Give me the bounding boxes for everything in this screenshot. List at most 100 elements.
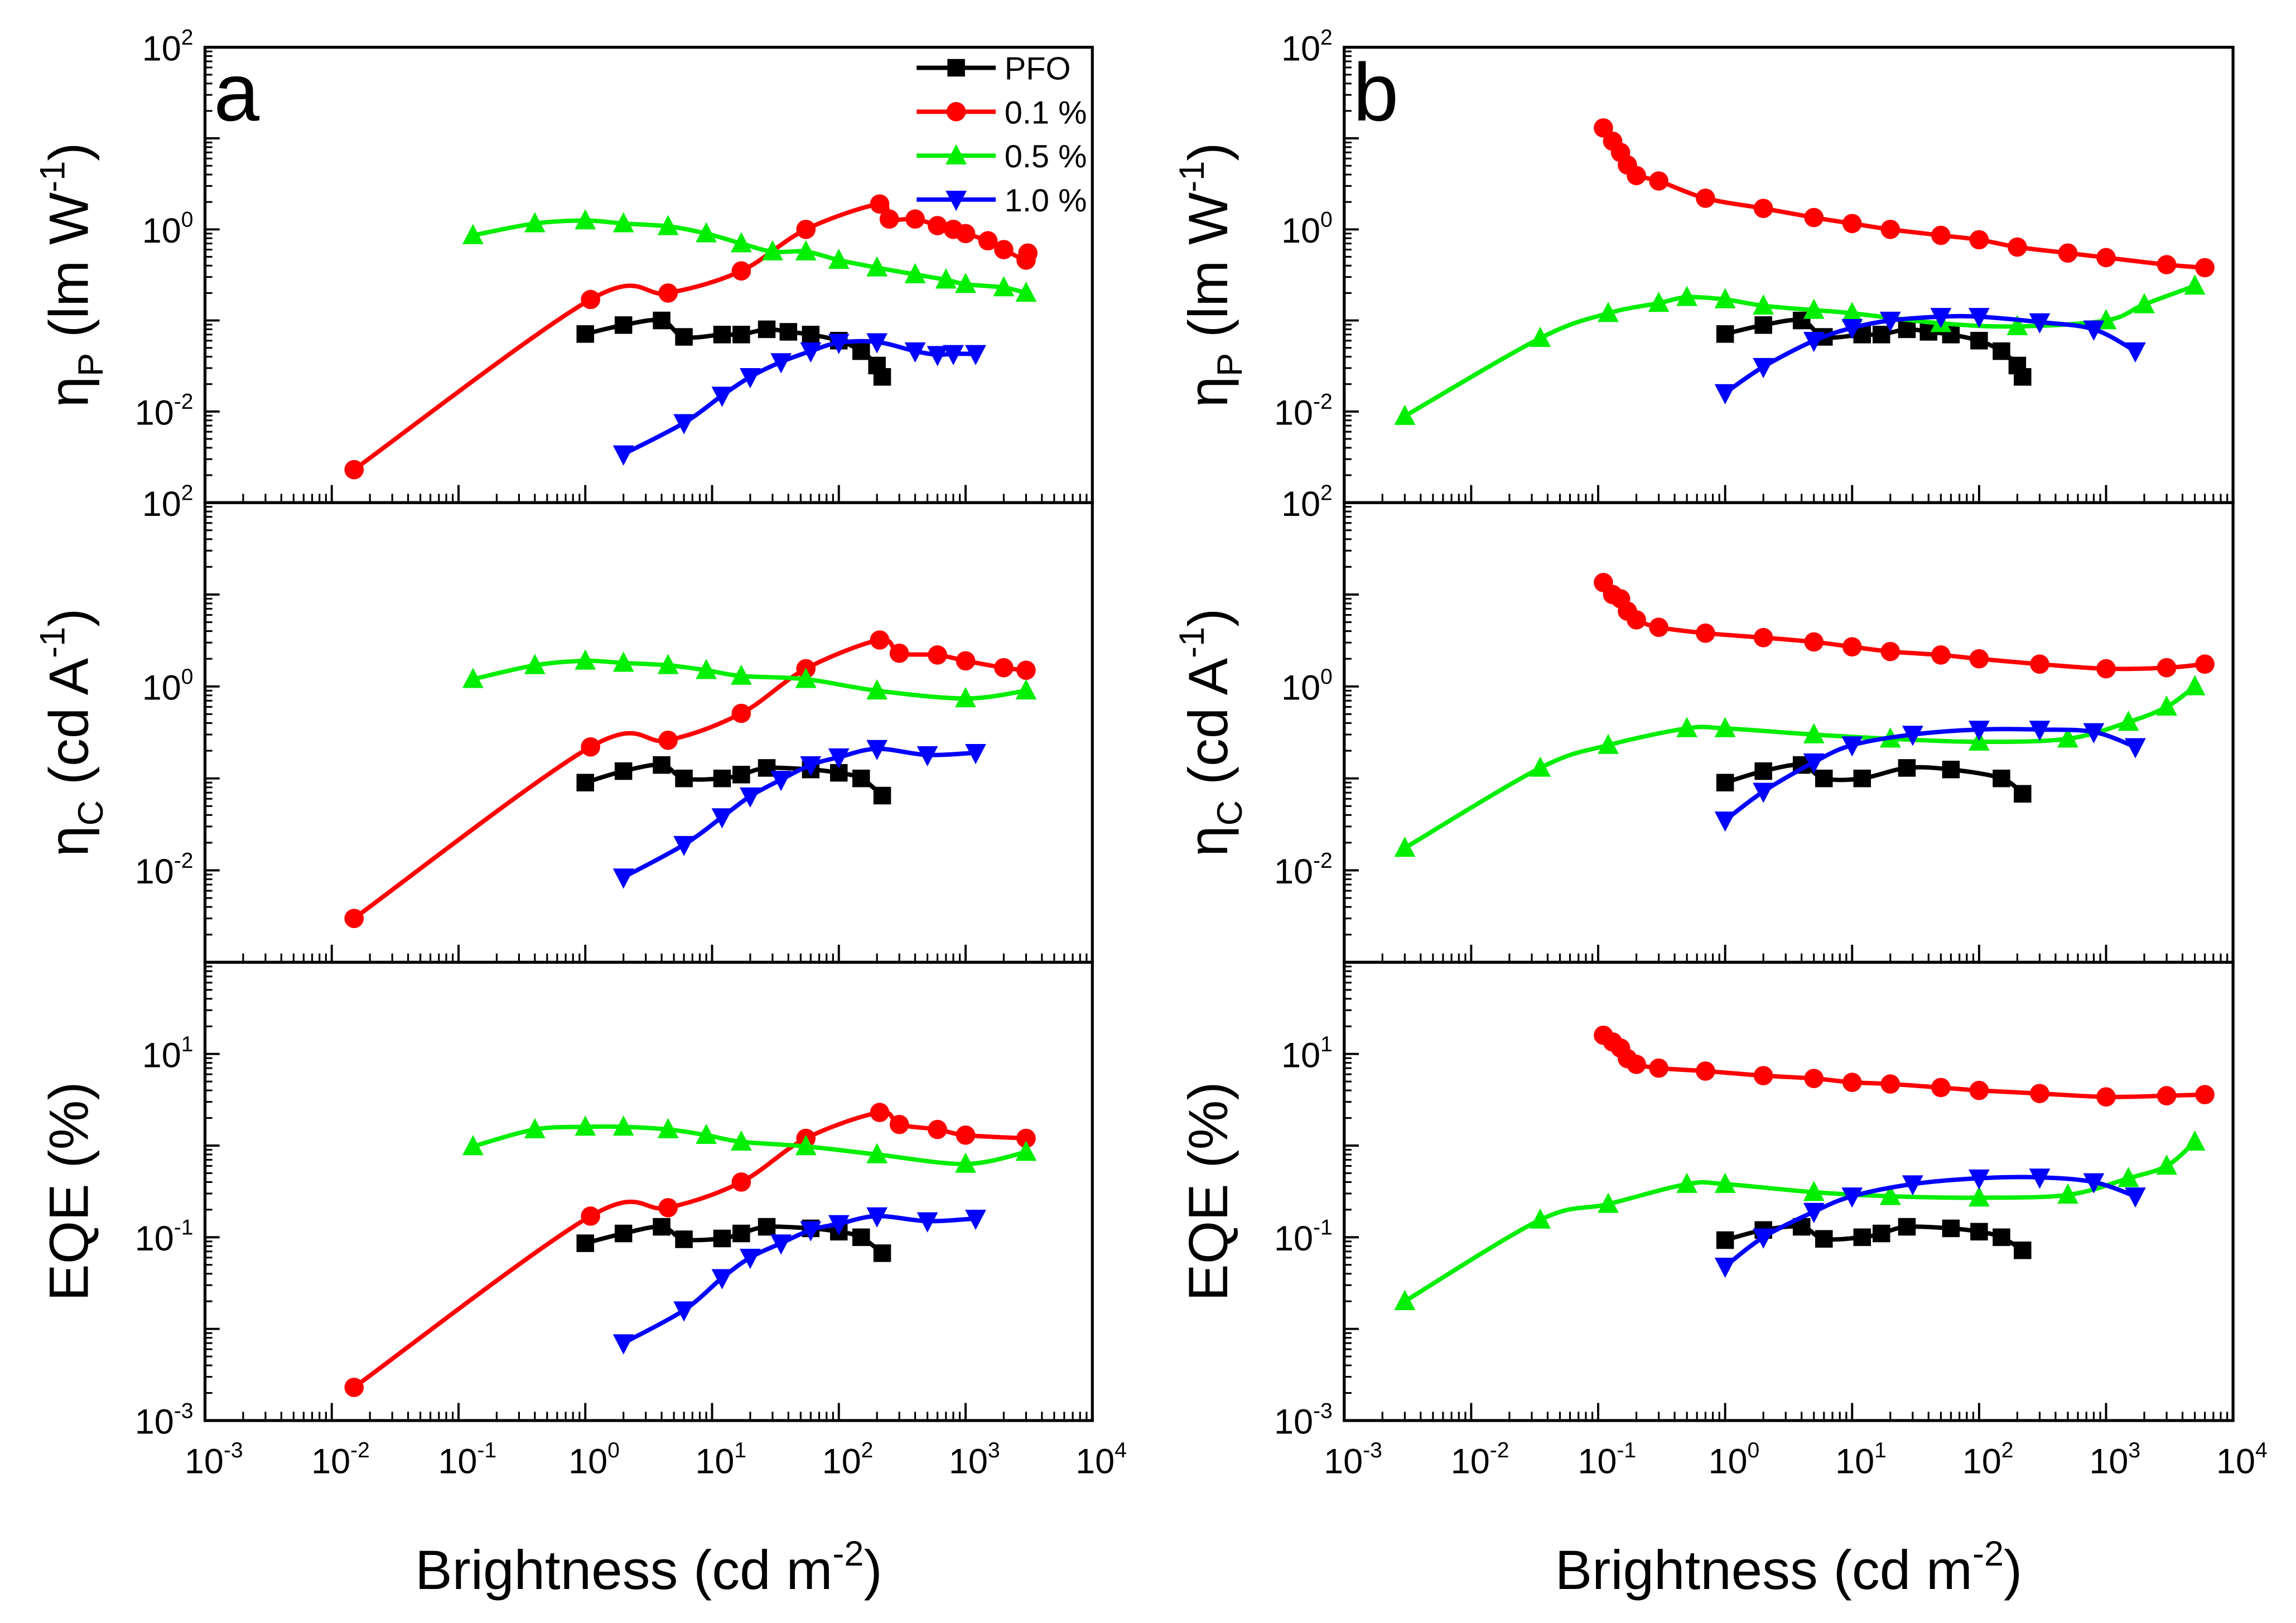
tick-base: 10 [568,1442,607,1481]
series-10 [1714,721,2146,832]
series-05 [1394,274,2206,425]
tick-exponent: 1 [734,1438,746,1462]
tick-exponent: -1 [1313,1216,1333,1240]
square-marker [675,328,693,346]
circle-marker [1696,1061,1715,1081]
triangle-down-marker [740,787,761,808]
triangle-down-marker [1803,1202,1825,1224]
triangle-up-marker [2006,315,2028,336]
circle-marker [1931,1078,1951,1098]
series-line [1403,283,2196,418]
legend-label: 0.1 % [1005,95,1087,131]
triangle-up-marker [696,222,717,243]
circle-marker [889,1114,909,1134]
circle-marker [581,1206,600,1226]
triangle-up-marker [1394,836,1416,857]
tick-base: 10 [142,29,181,68]
triangle-up-marker [795,668,817,688]
tick-base: 10 [142,668,181,707]
triangle-down-marker [673,414,694,434]
y-label-unit: EQE (% [1178,1100,1239,1301]
series-10 [1714,308,2146,404]
triangle-down-marker [1841,1187,1863,1208]
circle-marker [978,231,998,251]
circle-marker [994,240,1014,259]
square-marker [873,1244,891,1262]
triangle-down-marker [1968,308,1990,329]
y-label-unit: (cd A [1178,658,1239,800]
triangle-up-marker [1803,723,1825,743]
triangle-up-marker [1714,1172,1736,1193]
circle-marker [2058,243,2078,263]
tick-base: 10 [1274,1219,1313,1258]
square-marker [1898,1218,1916,1236]
circle-marker [1018,243,1038,263]
triangle-down-marker [965,345,986,365]
y-tick-label: 100 [142,665,194,707]
triangle-up-marker [524,212,546,233]
x-tick-label: 101 [1835,1438,1887,1481]
x-tick-label: 100 [568,1438,620,1481]
triangle-down-marker [740,368,761,389]
series-line [622,746,976,880]
series-line [353,1110,1026,1389]
circle-marker [1931,225,1951,245]
circle-marker [2030,654,2049,674]
y-axis-label: EQE (%) [1178,1081,1239,1301]
circle-marker [1753,1066,1773,1085]
x-axis-label: Brightness (cd m-2) [415,1534,882,1601]
x-tick-label: 10-2 [1451,1438,1509,1481]
triangle-down-marker [1753,1228,1774,1249]
triangle-up-marker [730,1130,752,1151]
x-tick-label: 104 [2216,1438,2268,1481]
triangle-up-marker [1879,1185,1901,1205]
triangle-up-marker [524,654,546,674]
x-tick-label: 10-2 [311,1438,370,1481]
y-axis-label: ηP (lm W-1) [1173,143,1250,408]
circle-marker [731,1172,751,1192]
series-PFO [576,756,891,805]
circle-marker [2195,1085,2215,1104]
square-marker [2014,1242,2032,1259]
y-label-subscript: C [71,800,110,825]
triangle-up-marker [866,1143,888,1163]
triangle-down-marker [770,353,792,374]
tick-exponent: -2 [350,1438,370,1462]
y-label-close: ) [1178,608,1239,627]
tick-base: 10 [135,852,174,891]
triangle-up-marker [2057,1183,2078,1204]
circle-marker [946,102,966,122]
square-marker [653,1218,671,1236]
tick-base: 10 [1281,211,1320,250]
circle-marker [1969,649,1989,669]
tick-base: 10 [135,1219,174,1258]
triangle-down-marker [800,1221,822,1242]
square-marker [2014,368,2032,386]
circle-marker [1842,1073,1862,1092]
triangle-up-marker [696,659,717,679]
triangle-up-marker [657,1118,679,1138]
circle-marker [2096,1087,2116,1107]
circle-marker [344,1378,364,1397]
x-tick-label: 10-1 [1578,1438,1636,1481]
triangle-up-marker [1598,302,1619,322]
plot-frame [203,960,1094,1422]
y-tick-label: 10-3 [135,1399,194,1441]
circle-marker [1696,189,1715,208]
circle-marker [1969,1080,1989,1100]
square-marker [873,368,891,386]
triangle-up-marker [1648,292,1670,312]
square-marker [1898,759,1916,777]
y-tick-label: 100 [142,208,194,250]
triangle-up-marker [1714,717,1736,737]
y-label-unit: (lm W [1178,192,1239,353]
y-label-superscript: -1 [33,161,72,192]
triangle-up-marker [2156,1155,2178,1175]
triangle-up-marker [462,224,484,244]
triangle-down-marker [1714,384,1736,404]
y-label-symbol: η [1178,376,1239,407]
tick-exponent: 2 [861,1438,874,1462]
square-marker [1754,762,1772,780]
tick-base: 10 [142,211,181,250]
circle-marker [731,261,751,281]
